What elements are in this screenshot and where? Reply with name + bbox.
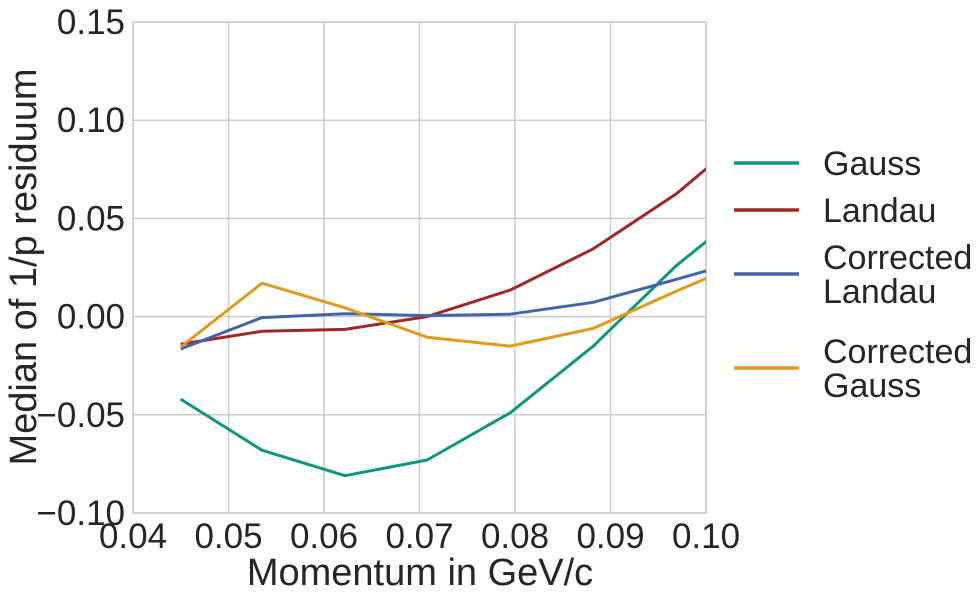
series-line-3 [179,276,706,349]
legend-label-line: Landau [823,192,936,230]
x-tick-label: 0.08 [481,517,549,556]
y-tick-label: −0.05 [36,396,125,435]
y-tick-label: 0.15 [57,3,125,42]
x-tick-label: 0.07 [385,517,453,556]
x-tick-labels: 0.04 0.05 0.06 0.07 0.08 0.09 0.10 [99,517,740,556]
series-lines [179,167,706,478]
y-tick-label: 0.10 [57,101,125,140]
x-tick-label: 0.05 [194,517,262,556]
legend-label-line: Landau [823,273,936,311]
x-tick-label: 0.10 [672,517,740,556]
series-line-1 [180,167,706,346]
series-line-0 [179,239,706,478]
legend-label-line: Corrected [823,333,972,371]
plot-frame [132,21,707,514]
legend-label-line: Corrected [823,239,972,277]
legend-label-line: Gauss [823,145,921,183]
x-tick-label: 0.04 [99,517,167,556]
y-tick-labels: −0.10 −0.05 0.00 0.05 0.10 0.15 [36,3,125,533]
legend-label: Landau [823,192,936,230]
x-tick-label: 0.09 [576,517,644,556]
x-axis-title: Momentum in GeV/c [247,552,593,594]
y-tick-label: −0.10 [36,494,125,533]
legend-label: Corrected Landau [823,239,972,311]
x-tick-label: 0.06 [290,517,358,556]
legend-label: Corrected Gauss [823,333,972,405]
y-tick-label: 0.05 [57,199,125,238]
y-axis-title: Median of 1/p residuum [3,68,45,465]
legend-label-line: Gauss [823,367,921,405]
series-line-2 [180,269,706,351]
y-tick-label: 0.00 [57,298,125,337]
legend-label: Gauss [823,145,921,183]
